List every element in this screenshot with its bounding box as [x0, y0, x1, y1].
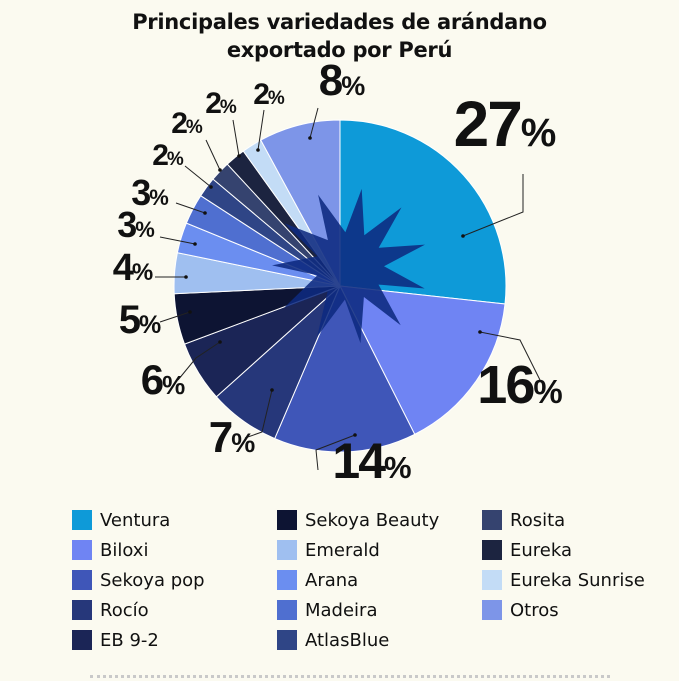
legend-label: EB 9-2 [100, 629, 159, 651]
data-label: 2% [253, 78, 285, 111]
data-labels: 27%16%14%7%6%5%4%3%3%2%2%2% 2% 8% [113, 56, 563, 489]
leader-dot [270, 388, 274, 392]
legend-swatch [277, 510, 297, 530]
leader-dot [478, 330, 482, 334]
legend-item-rosita: Rosita [482, 508, 565, 532]
legend-swatch [72, 630, 92, 650]
data-label: 3% [117, 204, 155, 245]
legend-label: Rosita [510, 509, 566, 531]
legend-label: Sekoya Beauty [305, 509, 440, 531]
legend-label: Emerald [305, 539, 380, 561]
legend-item-eureka: Eureka [482, 538, 572, 562]
leader-line [232, 119, 240, 157]
data-label: 7% [209, 413, 256, 462]
data-label: 2% [205, 87, 237, 120]
leader-line [159, 311, 191, 323]
legend-label: Arana [305, 569, 359, 591]
leader-dot [461, 234, 465, 238]
chart-title-line-1: Principales variedades de arándano [132, 10, 547, 34]
legend-swatch [277, 600, 297, 620]
legend-label: Otros [510, 599, 559, 621]
leader-line [309, 107, 319, 139]
data-label: 2% [152, 139, 184, 172]
legend-item-biloxi: Biloxi [72, 538, 148, 562]
center-star-shape [272, 188, 425, 344]
pie-slice-sekoya-pop [274, 284, 416, 453]
legend-label: AtlasBlue [305, 629, 390, 651]
legend-label: Rocío [100, 599, 149, 621]
data-label: 3% [131, 172, 169, 213]
leader-dot [184, 275, 188, 279]
data-label: 5% [119, 298, 161, 342]
pie-chart: 27%16%14%7%6%5%4%3%3%2%2%2% 2% 8% [113, 56, 563, 489]
legend-label: Sekoya pop [100, 569, 205, 591]
legend-swatch [72, 600, 92, 620]
legend-swatch [482, 510, 502, 530]
data-label: 27% [454, 88, 557, 160]
leader-dot [218, 340, 222, 344]
legend-item-arana: Arana [277, 568, 358, 592]
legend-swatch [482, 600, 502, 620]
legend-swatch [72, 510, 92, 530]
legend-item-sekoya-beauty: Sekoya Beauty [277, 508, 439, 532]
leader-line [159, 236, 196, 245]
leader-line [184, 165, 212, 188]
legend-label: Biloxi [100, 539, 149, 561]
leader-line [244, 389, 273, 439]
legend-label: Eureka [510, 539, 572, 561]
leader-line [205, 139, 221, 171]
leader-line [315, 434, 356, 471]
legend-swatch [277, 570, 297, 590]
data-label: 6% [141, 356, 185, 403]
leader-line [175, 202, 206, 214]
legend-label: Madeira [305, 599, 378, 621]
legend-swatch [72, 570, 92, 590]
data-label: 14% [332, 433, 411, 489]
leader-dot [237, 154, 241, 158]
label-leader-lines [155, 107, 541, 471]
data-label: 2% [171, 107, 203, 140]
legend-item-emerald: Emerald [277, 538, 380, 562]
legend-swatch [482, 570, 502, 590]
legend-swatch [277, 540, 297, 560]
leader-dot [308, 136, 312, 140]
legend-item-atlasblue: AtlasBlue [277, 628, 389, 652]
leader-dot [218, 168, 222, 172]
legend-item-eureka-sunrise: Eureka Sunrise [482, 568, 645, 592]
legend-item-madeira: Madeira [277, 598, 378, 622]
legend-swatch [482, 540, 502, 560]
legend-swatch [277, 630, 297, 650]
chart-title: Principales variedades de arándano expor… [0, 8, 679, 64]
leader-dot [353, 433, 357, 437]
leader-dot [209, 185, 213, 189]
data-label: 8% [319, 56, 366, 105]
pie-slice-biloxi [339, 285, 506, 435]
leader-line [462, 174, 524, 237]
leader-dot [188, 310, 192, 314]
data-label: 16% [477, 355, 562, 415]
leader-dot [203, 211, 207, 215]
legend: Ventura Biloxi Sekoya pop Rocío EB 9-2 Sekoya… [72, 508, 672, 658]
center-star-decoration [272, 188, 425, 344]
legend-item-roc-o: Rocío [72, 598, 149, 622]
leader-dot [193, 242, 197, 246]
legend-item-eb-9-2: EB 9-2 [72, 628, 159, 652]
legend-item-sekoya-pop: Sekoya pop [72, 568, 205, 592]
data-label: 4% [113, 247, 153, 289]
leader-line [479, 331, 541, 381]
legend-label: Eureka Sunrise [510, 569, 645, 591]
leader-dot [256, 148, 260, 152]
dotted-divider [90, 675, 610, 678]
chart-title-line-2: exportado por Perú [226, 38, 453, 62]
leader-line [177, 341, 221, 381]
legend-item-otros: Otros [482, 598, 559, 622]
leader-line [257, 109, 265, 151]
legend-label: Ventura [100, 509, 171, 531]
legend-swatch [72, 540, 92, 560]
legend-item-ventura: Ventura [72, 508, 170, 532]
